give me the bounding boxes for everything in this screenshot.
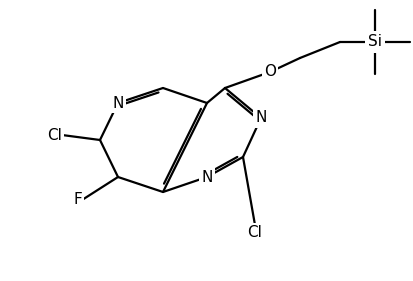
Text: N: N <box>201 169 213 185</box>
Text: N: N <box>112 96 123 110</box>
Text: Cl: Cl <box>47 128 62 142</box>
Text: N: N <box>255 110 267 126</box>
Text: Cl: Cl <box>247 225 262 240</box>
Text: O: O <box>264 65 276 80</box>
Text: Si: Si <box>368 35 382 49</box>
Text: F: F <box>73 192 82 207</box>
